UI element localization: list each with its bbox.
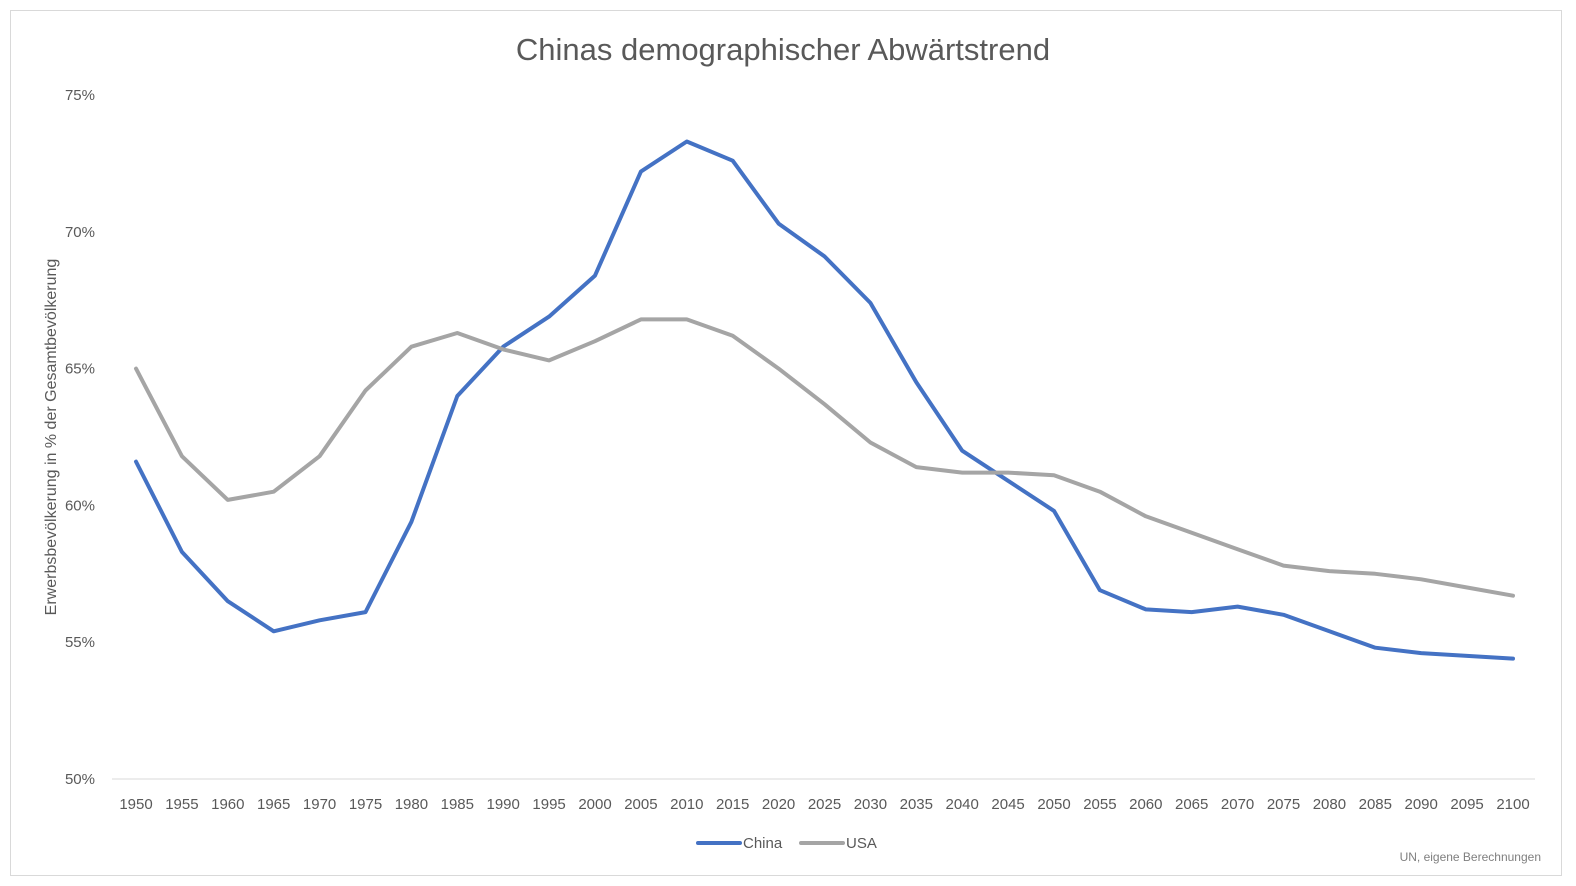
y-tick-label: 55% xyxy=(65,634,95,651)
x-tick-label: 2100 xyxy=(1496,796,1529,813)
x-tick-label: 1990 xyxy=(487,796,520,813)
series-lines xyxy=(134,139,1515,661)
y-tick-labels: 50% 55% 60% 65% 70% 75% xyxy=(65,87,95,788)
x-tick-label: 2075 xyxy=(1267,796,1300,813)
x-tick-label: 2025 xyxy=(808,796,841,813)
x-tick-label: 2035 xyxy=(900,796,933,813)
x-tick-label: 1995 xyxy=(532,796,565,813)
x-tick-label: 2055 xyxy=(1083,796,1116,813)
x-tick-label: 2085 xyxy=(1359,796,1392,813)
x-tick-label: 1960 xyxy=(211,796,244,813)
x-tick-label: 2000 xyxy=(578,796,611,813)
x-tick-labels: 1950 1955 1960 1965 1970 1975 1980 1985 1990 1995… xyxy=(119,796,1529,813)
x-tick-label: 2070 xyxy=(1221,796,1254,813)
x-tick-label: 2060 xyxy=(1129,796,1162,813)
series-line-usa xyxy=(134,317,1515,598)
chart-frame xyxy=(10,10,1562,876)
chart-title: Chinas demographischer Abwärtstrend xyxy=(516,32,1050,67)
x-tick-label: 1980 xyxy=(395,796,428,813)
x-tick-label: 2015 xyxy=(716,796,749,813)
x-tick-label: 2050 xyxy=(1037,796,1070,813)
y-tick-label: 65% xyxy=(65,361,95,378)
x-tick-label: 2045 xyxy=(991,796,1024,813)
series-line-china xyxy=(134,139,1515,661)
x-tick-label: 2020 xyxy=(762,796,795,813)
x-tick-label: 2030 xyxy=(854,796,887,813)
y-tick-label: 50% xyxy=(65,771,95,788)
x-tick-label: 2095 xyxy=(1450,796,1483,813)
y-tick-label: 60% xyxy=(65,497,95,514)
x-tick-label: 1975 xyxy=(349,796,382,813)
x-tick-label: 1965 xyxy=(257,796,290,813)
x-tick-label: 1970 xyxy=(303,796,336,813)
y-tick-label: 75% xyxy=(65,87,95,104)
x-tick-label: 2010 xyxy=(670,796,703,813)
y-axis-label: Erwerbsbevölkerung in % der Gesamtbevölk… xyxy=(43,259,60,616)
source-note: UN, eigene Berechnungen xyxy=(1400,850,1541,864)
x-tick-label: 2040 xyxy=(946,796,979,813)
x-tick-label: 2080 xyxy=(1313,796,1346,813)
x-tick-label: 1985 xyxy=(441,796,474,813)
x-tick-label: 2090 xyxy=(1405,796,1438,813)
legend-label-china: China xyxy=(743,835,783,852)
x-tick-label: 1955 xyxy=(165,796,198,813)
y-tick-label: 70% xyxy=(65,224,95,241)
x-tick-label: 2005 xyxy=(624,796,657,813)
legend-label-usa: USA xyxy=(846,835,877,852)
x-tick-label: 2065 xyxy=(1175,796,1208,813)
legend: China USA xyxy=(696,835,877,852)
x-tick-label: 1950 xyxy=(119,796,152,813)
